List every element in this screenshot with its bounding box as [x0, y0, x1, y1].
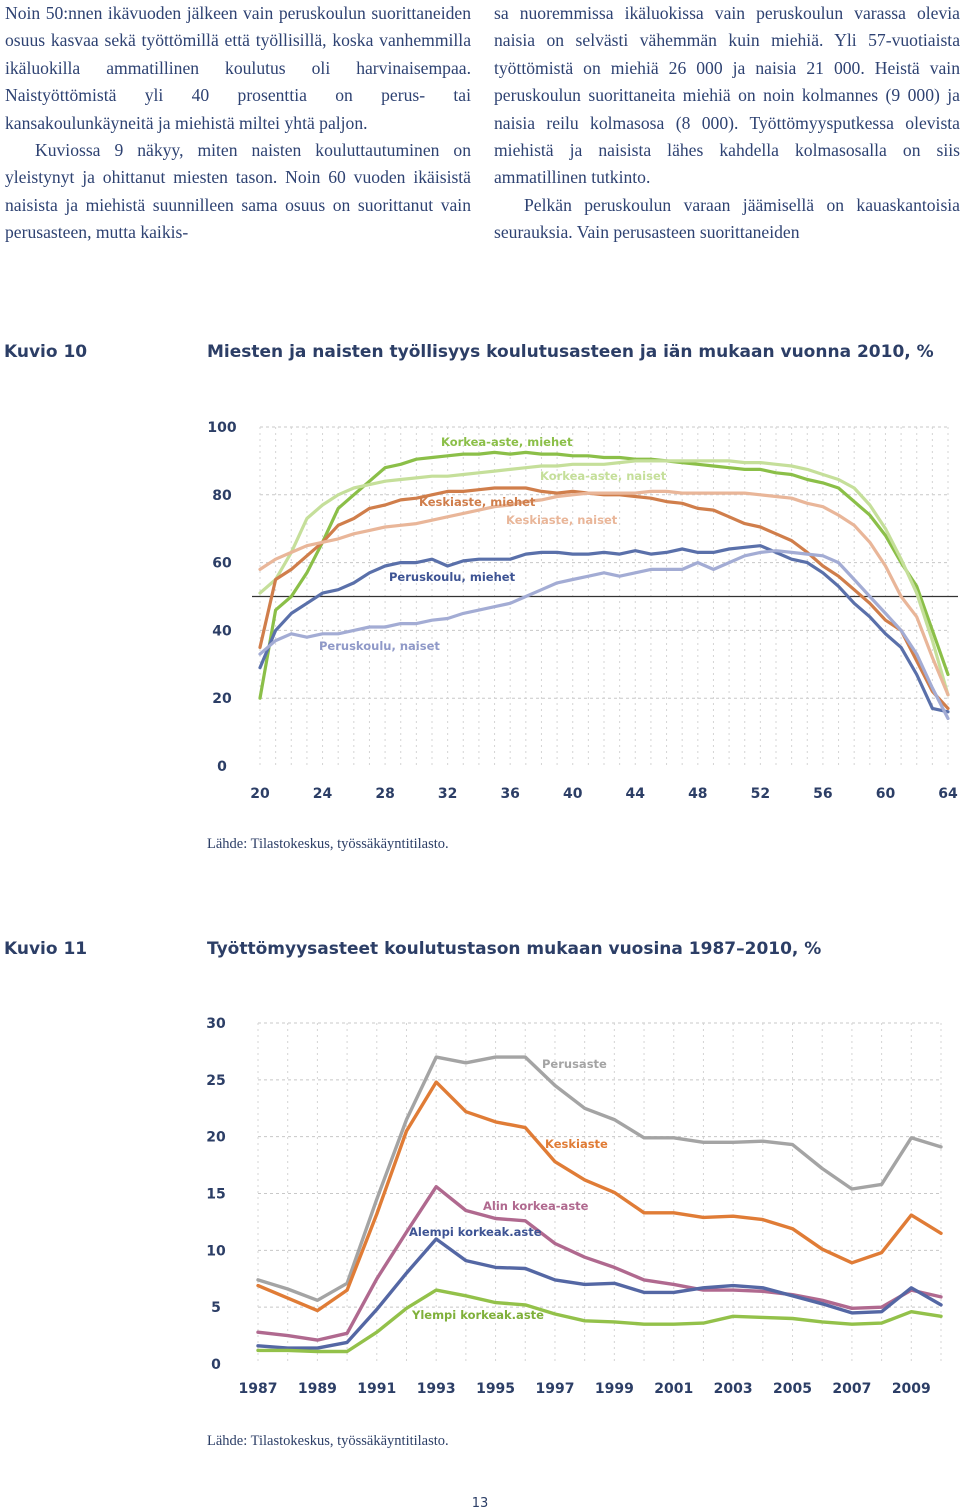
series-line-keskiaste-miehet	[258, 486, 950, 710]
x-tick-label: 56	[813, 786, 832, 802]
figure-10-label: Kuvio 10	[4, 342, 88, 362]
series-label: Korkea-aste, naiset	[540, 469, 667, 483]
figure-11-label: Kuvio 11	[4, 939, 88, 959]
x-tick-label: 24	[313, 786, 333, 802]
x-tick-label: 52	[751, 786, 770, 802]
x-tick-label: 2007	[832, 1381, 871, 1397]
y-tick-label: 30	[206, 1016, 226, 1032]
x-tick-label: 20	[250, 786, 270, 802]
x-tick-label: 1993	[417, 1381, 456, 1397]
chart-unemployment-by-education: 0 5 10 15 20 25 30 1987 1989 1991 1993 1995 1997 1999…	[206, 1016, 943, 1397]
series-line-ylempi-korkeak-aste	[256, 1288, 943, 1354]
series-line-keskiaste-naiset	[258, 489, 950, 697]
y-tick-label: 20	[206, 1130, 226, 1146]
x-tick-label: 2005	[773, 1381, 812, 1397]
series-line-alempi-korkeak-aste	[256, 1237, 943, 1350]
x-tick-label: 48	[688, 786, 707, 802]
text-column-left: Noin 50:nnen ikävuoden jälkeen vain peru…	[5, 0, 471, 247]
x-tick-label: 2009	[892, 1381, 931, 1397]
y-tick-label: 25	[206, 1073, 225, 1089]
x-tick-label: 1997	[535, 1381, 574, 1397]
y-tick-label: 20	[212, 691, 232, 707]
x-tick-label: 32	[438, 786, 457, 802]
series-line-korkea-aste-naiset	[258, 459, 950, 697]
x-tick-label: 40	[563, 786, 583, 802]
series-line-korkea-aste-miehet	[258, 450, 950, 700]
figure-11-source: Lähde: Tilastokeskus, työssäkäyntitilast…	[207, 1433, 449, 1449]
series-label: Keskiaste, naiset	[506, 513, 618, 527]
series-label: Keskiaste	[545, 1137, 608, 1151]
y-tick-label: 40	[212, 623, 232, 639]
y-tick-label: 10	[206, 1243, 226, 1259]
series-label: Keskiaste, miehet	[419, 495, 536, 509]
x-tick-label: 60	[876, 786, 896, 802]
y-tick-label: 60	[212, 556, 232, 572]
series-label: Alempi korkeak.aste	[409, 1225, 542, 1239]
paragraph: Noin 50:nnen ikävuoden jälkeen vain peru…	[5, 3, 471, 133]
x-tick-label: 2001	[654, 1381, 693, 1397]
series-line-alin-korkea-aste	[256, 1184, 943, 1342]
y-tick-label: 0	[217, 759, 227, 775]
y-tick-label: 100	[207, 420, 236, 436]
y-tick-label: 80	[212, 488, 232, 504]
figure-11-title: Työttömyysasteet koulutustason mukaan vu…	[207, 939, 822, 959]
x-tick-label: 1991	[357, 1381, 396, 1397]
y-tick-label: 0	[211, 1357, 221, 1373]
x-tick-label: 1987	[239, 1381, 278, 1397]
series-line-keskiaste	[256, 1080, 943, 1313]
figure-10-source: Lähde: Tilastokeskus, työssäkäyntitilast…	[207, 836, 449, 852]
series-line-perusaste	[256, 1055, 943, 1302]
y-tick-label: 5	[211, 1300, 221, 1316]
x-tick-label: 1995	[476, 1381, 515, 1397]
page-number: 13	[471, 1496, 489, 1511]
x-tick-label: 1999	[595, 1381, 634, 1397]
x-tick-label: 2003	[714, 1381, 753, 1397]
paragraph: Pelkän peruskoulun varaan jäämisellä on …	[494, 194, 960, 243]
paragraph: sa nuoremmissa ikäluokissa vain peruskou…	[494, 3, 960, 188]
x-tick-label: 1989	[298, 1381, 337, 1397]
series-label: Alin korkea-aste	[483, 1199, 589, 1213]
paragraph: Kuviossa 9 näkyy, miten naisten koulutta…	[5, 140, 471, 243]
series-label: Peruskoulu, naiset	[319, 639, 440, 653]
x-tick-label: 44	[626, 786, 646, 802]
chart-employment-by-education: 0 20 40 60 80 100 20 24 28 32 36 40 44 48 52 56 60 64 Kork…	[207, 420, 958, 802]
series-line-peruskoulu-miehet	[258, 544, 950, 714]
series-line-peruskoulu-naiset	[258, 549, 950, 721]
series-label: Perusaste	[542, 1057, 607, 1071]
series-label: Ylempi korkeak.aste	[411, 1308, 544, 1322]
x-tick-label: 64	[938, 786, 958, 802]
y-tick-label: 15	[206, 1187, 225, 1203]
x-tick-label: 28	[375, 786, 394, 802]
text-column-right: sa nuoremmissa ikäluokissa vain peruskou…	[494, 0, 960, 247]
series-label: Peruskoulu, miehet	[389, 570, 516, 584]
x-tick-label: 36	[500, 786, 519, 802]
series-label: Korkea-aste, miehet	[441, 435, 573, 449]
figure-10-title: Miesten ja naisten työllisyys koulutusas…	[207, 342, 934, 362]
